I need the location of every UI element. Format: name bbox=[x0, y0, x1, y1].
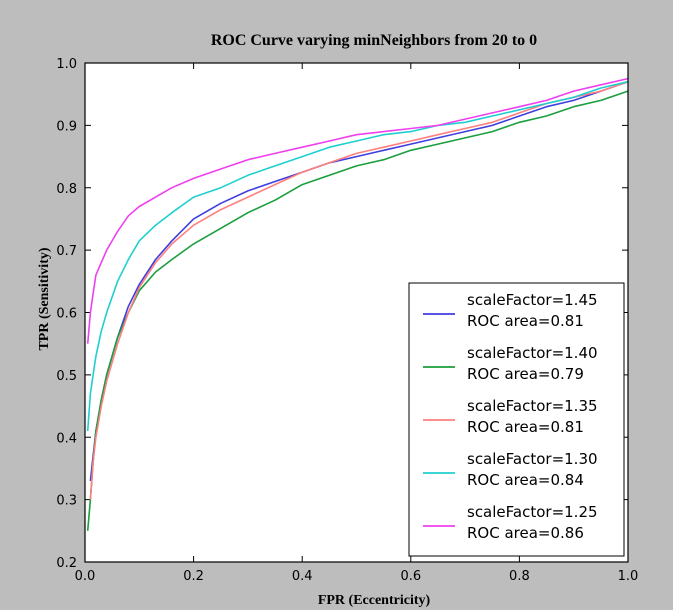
x-tick-label: 0.6 bbox=[400, 569, 421, 584]
series-lines bbox=[86, 77, 629, 531]
y-tick-label: 1.0 bbox=[56, 57, 77, 72]
legend-area-4: ROC area=0.84 bbox=[467, 471, 584, 489]
series-line-5 bbox=[86, 77, 629, 344]
y-tick-label: 0.9 bbox=[56, 119, 77, 134]
y-tick-label: 0.6 bbox=[56, 307, 77, 322]
y-tick-label: 0.7 bbox=[56, 244, 77, 259]
legend-area-2: ROC area=0.79 bbox=[467, 365, 584, 383]
x-tick-label: 0.8 bbox=[509, 569, 530, 584]
x-tick-label: 0.4 bbox=[292, 569, 313, 584]
y-axis-label: TPR (Sensitivity) bbox=[37, 247, 52, 350]
y-tick-label: 0.5 bbox=[56, 369, 77, 384]
series-line-3 bbox=[89, 80, 629, 500]
axis-ticks: 0.0 0.2 0.4 0.6 0.8 1.00.20.30.40.50.60.70.80… bbox=[56, 57, 638, 584]
y-tick-label: 0.4 bbox=[56, 431, 77, 446]
legend-label-3: scaleFactor=1.35 bbox=[467, 397, 598, 415]
y-tick-label: 0.2 bbox=[56, 556, 77, 571]
legend: scaleFactor=1.45 ROC area=0.81 scaleFactor… bbox=[408, 282, 625, 557]
legend-label-2: scaleFactor=1.40 bbox=[467, 344, 598, 362]
chart-title: ROC Curve varying minNeighbors from 20 t… bbox=[211, 32, 537, 49]
x-tick-label: 0.2 bbox=[183, 569, 204, 584]
y-tick-label: 0.3 bbox=[56, 494, 77, 509]
x-axis-label: FPR (Eccentricity) bbox=[318, 593, 431, 608]
legend-area-1: ROC area=0.81 bbox=[467, 312, 584, 330]
series-line-2 bbox=[86, 90, 629, 531]
series-line-4 bbox=[86, 80, 629, 432]
legend-area-5: ROC area=0.86 bbox=[467, 524, 584, 542]
legend-label-1: scaleFactor=1.45 bbox=[467, 291, 598, 309]
legend-label-5: scaleFactor=1.25 bbox=[467, 503, 598, 521]
x-tick-label: 0.0 bbox=[75, 569, 96, 584]
x-tick-label: 1.0 bbox=[618, 569, 639, 584]
plot-frame bbox=[84, 62, 629, 563]
legend-label-4: scaleFactor=1.30 bbox=[467, 450, 598, 468]
y-tick-label: 0.8 bbox=[56, 182, 77, 197]
legend-area-3: ROC area=0.81 bbox=[467, 418, 584, 436]
